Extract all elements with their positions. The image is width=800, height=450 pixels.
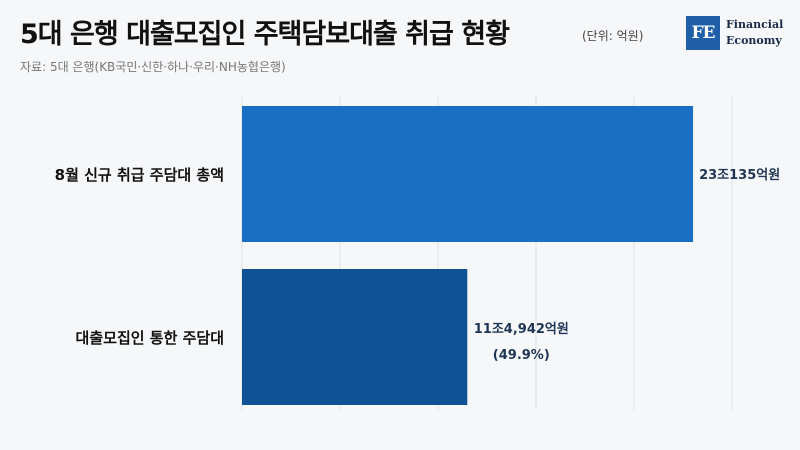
- logo-line-2: Economy: [726, 34, 782, 47]
- value-label-0: 23조135억원: [699, 168, 780, 183]
- logo-line-1: Financial: [726, 18, 784, 31]
- page-title: 5대 은행 대출모집인 주택담보대출 취급 현황: [20, 19, 510, 50]
- logo-mark: FE: [686, 16, 720, 50]
- publisher-logo: FE Financial Economy: [686, 14, 786, 54]
- category-label-1: 대출모집인 통한 주담대: [76, 329, 224, 347]
- category-label-0: 8월 신규 취급 주담대 총액: [55, 166, 224, 184]
- share-label-1: (49.9%): [493, 348, 550, 363]
- source-note: 자료: 5대 은행(KB국민·신한·하나·우리·NH농협은행): [20, 60, 286, 74]
- bar-1: [242, 269, 468, 405]
- logo-wordmark: Financial Economy: [726, 17, 783, 49]
- unit-label: (단위: 억원): [582, 29, 644, 43]
- bar-0: [242, 106, 694, 242]
- value-label-1: 11조4,942억원: [474, 322, 569, 337]
